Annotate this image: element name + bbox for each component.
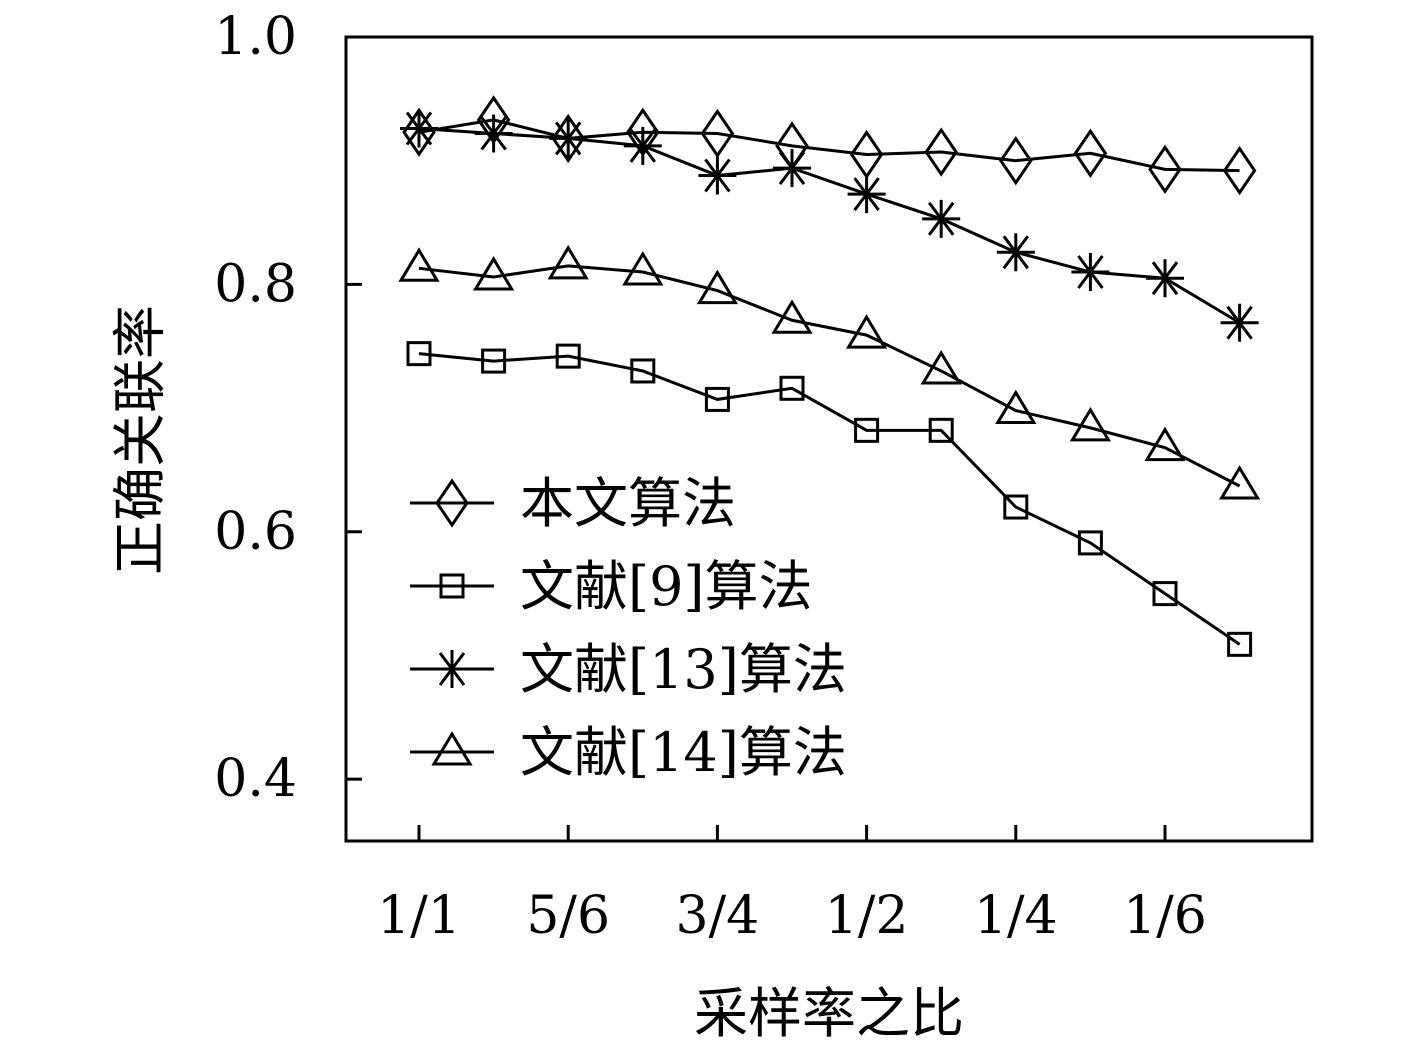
y-tick-label: 0.6 (214, 502, 297, 562)
data-point-triangle (472, 256, 515, 291)
legend-label: 文献[14]算法 (520, 721, 847, 784)
legend-label: 文献[13]算法 (520, 638, 847, 701)
data-point-triangle (696, 269, 739, 305)
series-layer (398, 95, 1261, 657)
data-point-asterisk (1220, 303, 1259, 342)
data-point-square (779, 375, 805, 401)
data-point-triangle (995, 389, 1037, 425)
series-asterisk (400, 109, 1259, 342)
data-point-diamond (551, 113, 585, 164)
data-point-asterisk (623, 126, 662, 165)
y-tick-labels: 0.4 0.6 0.8 1.0 (214, 7, 297, 809)
data-point-diamond (999, 136, 1033, 186)
data-point-triangle (622, 251, 664, 286)
legend-item: 文献[13]算法 (410, 638, 847, 701)
data-point-square (854, 417, 880, 443)
data-point-square (1003, 494, 1029, 520)
data-point-square (704, 386, 730, 412)
data-point-diamond (924, 127, 958, 177)
data-point-asterisk (400, 109, 438, 148)
data-point-asterisk (847, 175, 886, 214)
series-diamond (402, 95, 1257, 196)
data-point-asterisk (1071, 253, 1110, 292)
data-point-asterisk (773, 149, 811, 188)
data-point-triangle (920, 350, 962, 385)
data-point-diamond (1222, 145, 1257, 196)
data-point-triangle (1069, 406, 1112, 442)
y-tick-label: 0.4 (214, 749, 297, 809)
data-point-asterisk (698, 156, 737, 195)
x-tick-label: 1/6 (1123, 886, 1207, 946)
data-point-asterisk (549, 119, 588, 158)
data-point-square (928, 417, 954, 443)
x-tick-label: 1/1 (377, 886, 461, 946)
x-tick-labels: 1/1 5/6 3/4 1/2 1/4 1/6 (377, 886, 1207, 946)
data-point-square (1152, 581, 1178, 607)
data-point-square (406, 341, 432, 367)
series-triangle (398, 244, 1261, 500)
data-point-square (481, 348, 507, 374)
legend-marker-triangle (431, 731, 473, 766)
series-line (418, 264, 1241, 488)
y-tick-marks (346, 35, 362, 781)
plot-frame (344, 35, 1314, 843)
data-point-triangle (398, 247, 440, 282)
x-tick-label: 3/4 (676, 886, 760, 946)
legend-item: 文献[9]算法 (410, 555, 813, 618)
data-point-triangle (1144, 426, 1186, 462)
data-point-square (555, 343, 581, 369)
legend-marker-square (439, 573, 465, 599)
legend-item: 本文算法 (410, 472, 736, 535)
data-point-diamond (1148, 144, 1182, 195)
data-point-asterisk (1146, 259, 1184, 298)
legend-marker-diamond (435, 478, 469, 528)
data-point-square (1227, 631, 1253, 657)
data-point-triangle (771, 299, 813, 334)
x-tick-marks (417, 825, 1167, 841)
series-line (418, 118, 1240, 173)
legend-marker-asterisk (433, 650, 471, 688)
y-tick-label: 0.8 (214, 254, 297, 314)
data-point-diamond (402, 107, 436, 157)
data-point-square (630, 358, 656, 384)
x-tick-label: 1/2 (825, 886, 909, 946)
data-point-asterisk (996, 233, 1035, 272)
legend-label: 本文算法 (520, 472, 736, 535)
x-axis-title: 采样率之比 (694, 982, 964, 1045)
data-point-triangle (547, 244, 589, 280)
series-square (406, 341, 1253, 657)
data-point-asterisk (922, 199, 961, 238)
data-point-triangle (1218, 465, 1261, 500)
y-tick-label: 1.0 (214, 7, 297, 67)
y-axis-title: 正确关联率 (109, 305, 172, 575)
data-point-diamond (1073, 128, 1108, 178)
data-point-asterisk (474, 114, 513, 153)
x-tick-label: 1/4 (974, 886, 1058, 946)
data-point-triangle (845, 314, 888, 349)
legend-label: 文献[9]算法 (520, 555, 813, 618)
data-point-square (1077, 530, 1103, 556)
legend-item: 文献[14]算法 (410, 721, 847, 784)
data-point-diamond (700, 108, 735, 159)
x-tick-label: 5/6 (526, 886, 610, 946)
